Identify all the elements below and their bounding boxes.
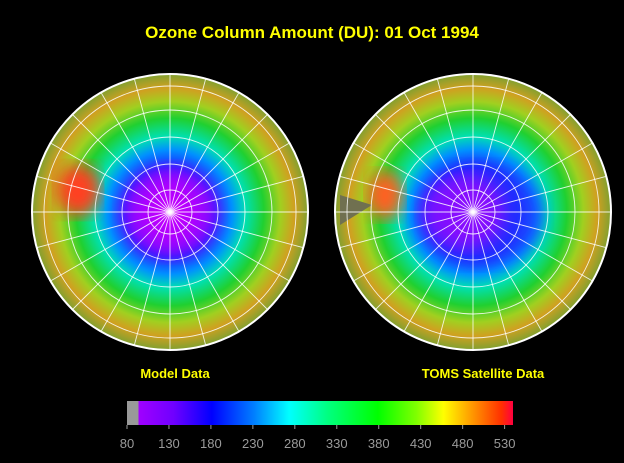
- tick-label: 480: [452, 436, 474, 451]
- tick-label: 530: [494, 436, 516, 451]
- tick-label: 80: [120, 436, 134, 451]
- tick-label: 380: [368, 436, 390, 451]
- panel-label: Model Data: [140, 366, 210, 381]
- tick-label: 180: [200, 436, 222, 451]
- colorbar: [127, 401, 513, 425]
- title: Ozone Column Amount (DU): 01 Oct 1994: [145, 23, 479, 42]
- tick-label: 330: [326, 436, 348, 451]
- colorbar-ticks: 80 130 180 230 280 330 380 430 480 530: [120, 425, 516, 451]
- tick-label: 230: [242, 436, 264, 451]
- tick-label: 430: [410, 436, 432, 451]
- tick-label: 130: [158, 436, 180, 451]
- tick-label: 280: [284, 436, 306, 451]
- figure: Ozone Column Amount (DU): 01 Oct 1994 Mo…: [0, 0, 624, 463]
- panel-label: TOMS Satellite Data: [422, 366, 545, 381]
